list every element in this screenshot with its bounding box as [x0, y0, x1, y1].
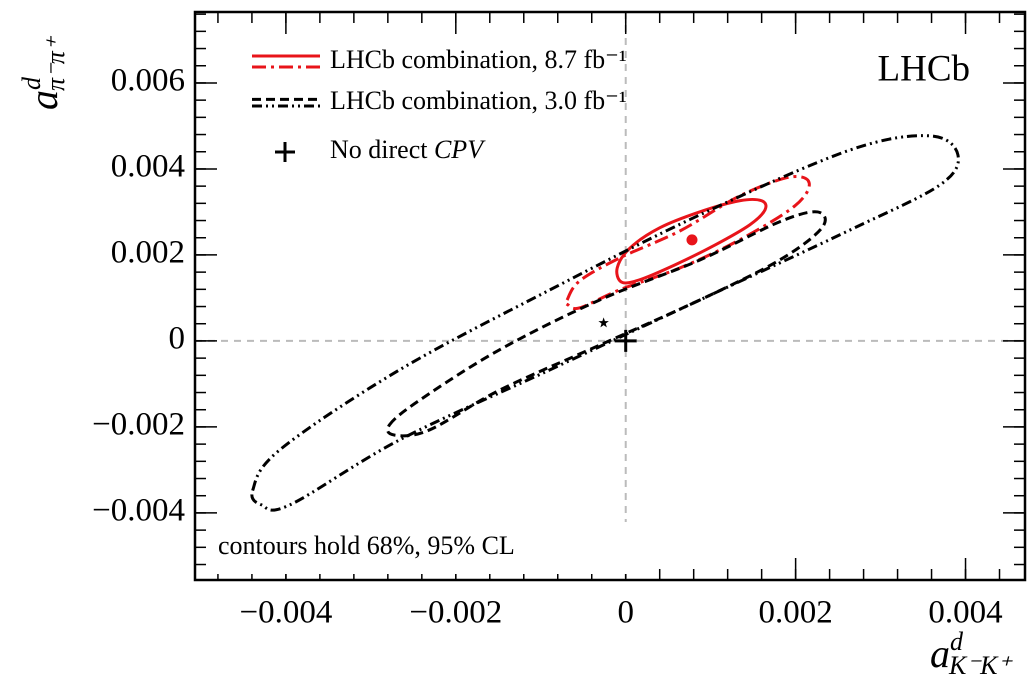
legend-label: LHCb combination, 8.7 fb⁻¹ [330, 45, 627, 74]
axis-label-symbol: a [930, 631, 950, 676]
legend-label: No direct CPV [330, 135, 486, 164]
legend-label: LHCb combination, 3.0 fb⁻¹ [330, 86, 627, 115]
best-fit-point [686, 234, 698, 246]
axis-label-text: adπ⁻π⁺ [17, 35, 70, 110]
x-tick-label: −0.004 [239, 595, 332, 631]
y-tick-label: 0.002 [111, 235, 185, 271]
axis-label-superscript: d [950, 627, 964, 656]
legend-label-part: CPV [434, 135, 486, 164]
legend-label-part: No direct [330, 135, 428, 164]
axis-label-symbol: a [21, 90, 66, 110]
reference-point [614, 329, 637, 352]
y-tick-label: 0.006 [111, 63, 185, 99]
x-tick-label: 0.004 [928, 595, 1002, 631]
axis-label-text: ad K⁻K⁺ [930, 627, 1013, 680]
annotation: LHCb [878, 48, 971, 89]
axis-label-subscript: K⁻K⁺ [948, 651, 1013, 680]
x-tick-label: 0.002 [758, 595, 832, 631]
y-tick-label: 0 [169, 321, 186, 357]
legend-swatch [275, 142, 295, 162]
axis-label-superscript: d [17, 76, 46, 90]
y-tick-label: −0.002 [92, 407, 185, 443]
contour [615, 197, 768, 285]
x-tick-label: −0.002 [409, 595, 502, 631]
axis-label-subscript: π⁻π⁺ [41, 35, 70, 91]
annotation-box [213, 522, 631, 574]
plot-frame [193, 10, 1027, 582]
contour [386, 210, 827, 438]
y-tick-label: 0.004 [111, 149, 185, 185]
best-fit-point [598, 317, 609, 328]
axis-label: ad K⁻K⁺ [930, 627, 1013, 680]
annotation: contours hold 68%, 95% CL [218, 531, 515, 560]
axis-label: adπ⁻π⁺ [17, 35, 70, 110]
x-tick-label: 0 [617, 595, 634, 631]
y-tick-label: −0.004 [92, 493, 185, 529]
